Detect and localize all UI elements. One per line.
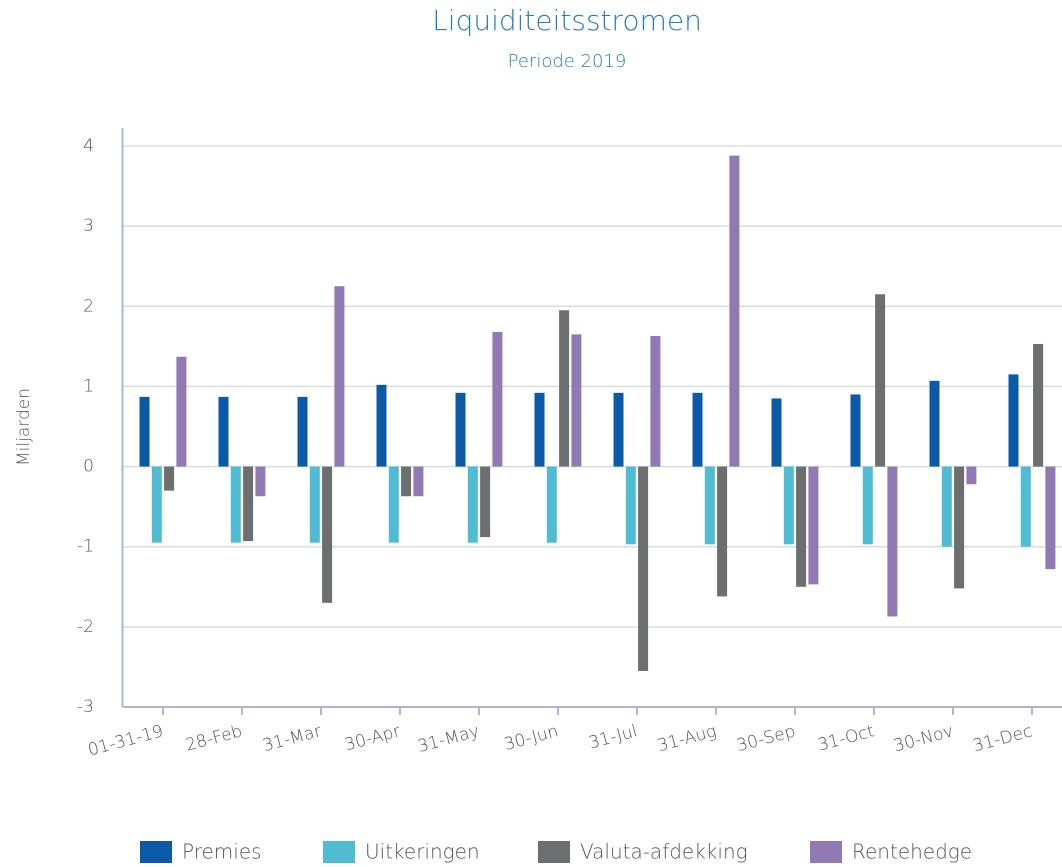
bar (139, 396, 150, 467)
bar (218, 396, 229, 467)
x-tick-label: 31-Dec (971, 721, 1035, 756)
bar (255, 466, 266, 497)
y-tick-label: 3 (83, 216, 94, 236)
bar (243, 466, 254, 542)
bar (376, 384, 387, 467)
bar (717, 466, 728, 597)
bar (230, 466, 241, 543)
bar (480, 466, 491, 538)
bar (401, 466, 412, 497)
bar (929, 380, 940, 467)
x-tick-label: 30-Nov (891, 721, 955, 756)
legend-label: Valuta-afdekking (580, 840, 748, 864)
x-tick-label: 31-Jul (587, 721, 640, 753)
bar (783, 466, 794, 545)
legend-label: Uitkeringen (365, 840, 480, 864)
bar (966, 466, 977, 485)
bar (151, 466, 162, 543)
bar (388, 466, 399, 543)
bar (862, 466, 873, 545)
bar (729, 155, 740, 467)
bar (771, 398, 782, 467)
bar (692, 392, 703, 467)
bar (887, 466, 898, 617)
bar (546, 466, 557, 543)
y-tick-label: -3 (77, 697, 94, 717)
bar (467, 466, 478, 543)
bar (808, 466, 819, 585)
bar (309, 466, 320, 543)
bar (875, 294, 886, 467)
x-tick-label: 31-Mar (261, 721, 324, 756)
y-tick-label: 1 (83, 376, 94, 396)
x-tick-label: 31-May (416, 721, 482, 757)
x-tick-label: 30-Sep (735, 721, 798, 756)
bar (704, 466, 715, 545)
bar (638, 466, 649, 671)
legend-label: Rentehedge (852, 840, 972, 864)
bar (534, 392, 545, 467)
bar (334, 286, 345, 467)
bar (796, 466, 807, 587)
y-tick-label: 4 (83, 136, 94, 156)
x-tick-label: 30-Jun (502, 721, 561, 755)
legend-swatch (810, 841, 842, 863)
bar (492, 331, 503, 467)
x-tick-label: 30-Apr (342, 721, 402, 755)
bar (625, 466, 636, 545)
x-tick-label: 31-Aug (655, 721, 718, 756)
y-tick-label: 0 (83, 457, 94, 477)
legend-swatch (538, 841, 570, 863)
bar (954, 466, 965, 589)
y-tick-label: -2 (77, 617, 94, 637)
bar (322, 466, 333, 603)
bar (413, 466, 424, 497)
x-tick-label: 31-Oct (816, 721, 877, 755)
legend-label: Premies (182, 840, 262, 864)
bar (1020, 466, 1031, 547)
chart-title: Liquiditeitsstromen (432, 4, 702, 37)
bar (571, 334, 582, 467)
bar (164, 466, 175, 491)
bar (559, 310, 570, 467)
legend-swatch (140, 841, 172, 863)
x-tick-label: 28-Feb (183, 721, 244, 755)
bar (176, 356, 187, 467)
legend-swatch (323, 841, 355, 863)
bar (455, 392, 466, 467)
bar (297, 396, 308, 467)
bar (1045, 466, 1056, 570)
bar (850, 394, 861, 467)
y-tick-label: -1 (77, 537, 94, 557)
y-axis-label: Miljarden (14, 388, 34, 466)
y-tick-label: 2 (83, 296, 94, 316)
bar (613, 392, 624, 467)
chart-subtitle: Periode 2019 (508, 51, 627, 72)
bar (650, 335, 661, 467)
bar (941, 466, 952, 547)
x-tick-label: 01-31-19 (86, 721, 166, 760)
bar (1008, 374, 1019, 467)
bar (1033, 343, 1044, 467)
